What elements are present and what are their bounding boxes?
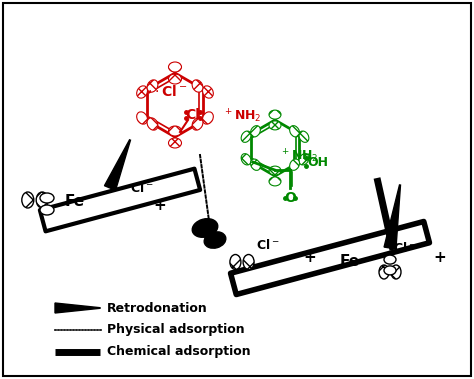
Ellipse shape	[147, 118, 158, 130]
Text: Cl: Cl	[185, 108, 201, 122]
Ellipse shape	[251, 125, 260, 137]
Ellipse shape	[299, 131, 309, 143]
Ellipse shape	[168, 138, 182, 148]
Ellipse shape	[290, 125, 300, 137]
Ellipse shape	[40, 205, 54, 215]
Ellipse shape	[192, 219, 218, 237]
Ellipse shape	[243, 255, 254, 269]
Ellipse shape	[192, 80, 203, 92]
Polygon shape	[40, 169, 200, 231]
Ellipse shape	[251, 159, 260, 171]
Ellipse shape	[379, 265, 389, 279]
Ellipse shape	[137, 86, 147, 98]
Polygon shape	[384, 185, 401, 249]
Ellipse shape	[230, 255, 241, 269]
Ellipse shape	[22, 192, 34, 208]
Text: +: +	[434, 251, 447, 266]
Ellipse shape	[168, 62, 182, 72]
Ellipse shape	[269, 166, 281, 175]
Ellipse shape	[290, 159, 300, 171]
Ellipse shape	[202, 112, 213, 124]
Ellipse shape	[36, 192, 48, 208]
Text: Fe: Fe	[65, 194, 85, 210]
Text: Chemical adsorption: Chemical adsorption	[107, 346, 251, 359]
Ellipse shape	[241, 153, 251, 165]
Polygon shape	[104, 140, 130, 190]
Text: +: +	[304, 251, 316, 266]
Ellipse shape	[168, 126, 182, 136]
Text: Fe: Fe	[340, 255, 360, 269]
Text: Cl$^-$: Cl$^-$	[256, 238, 280, 252]
Ellipse shape	[269, 177, 281, 186]
Ellipse shape	[384, 266, 396, 275]
Text: $^+$NH$_2$: $^+$NH$_2$	[223, 107, 261, 125]
Text: Cl$^-$: Cl$^-$	[130, 181, 154, 195]
Ellipse shape	[202, 86, 213, 98]
Ellipse shape	[204, 232, 226, 248]
Ellipse shape	[269, 121, 281, 130]
Polygon shape	[55, 303, 100, 313]
Ellipse shape	[269, 110, 281, 119]
Ellipse shape	[137, 112, 147, 124]
Text: +: +	[154, 197, 166, 213]
Ellipse shape	[40, 193, 54, 203]
Ellipse shape	[384, 255, 396, 264]
Polygon shape	[230, 221, 429, 294]
Ellipse shape	[391, 265, 401, 279]
Ellipse shape	[241, 131, 251, 143]
Text: Physical adsorption: Physical adsorption	[107, 324, 245, 337]
Text: $^+$NH$_2$: $^+$NH$_2$	[280, 147, 319, 165]
Ellipse shape	[299, 153, 309, 165]
Ellipse shape	[168, 74, 182, 84]
Text: $\cdot\cdot$Cl$^-$: $\cdot\cdot$Cl$^-$	[147, 83, 187, 99]
Text: Cl$^-$: Cl$^-$	[393, 241, 417, 255]
Text: O: O	[284, 191, 296, 205]
Text: OH: OH	[308, 155, 329, 169]
Ellipse shape	[147, 80, 158, 92]
Text: Retrodonation: Retrodonation	[107, 302, 208, 315]
Ellipse shape	[192, 118, 203, 130]
